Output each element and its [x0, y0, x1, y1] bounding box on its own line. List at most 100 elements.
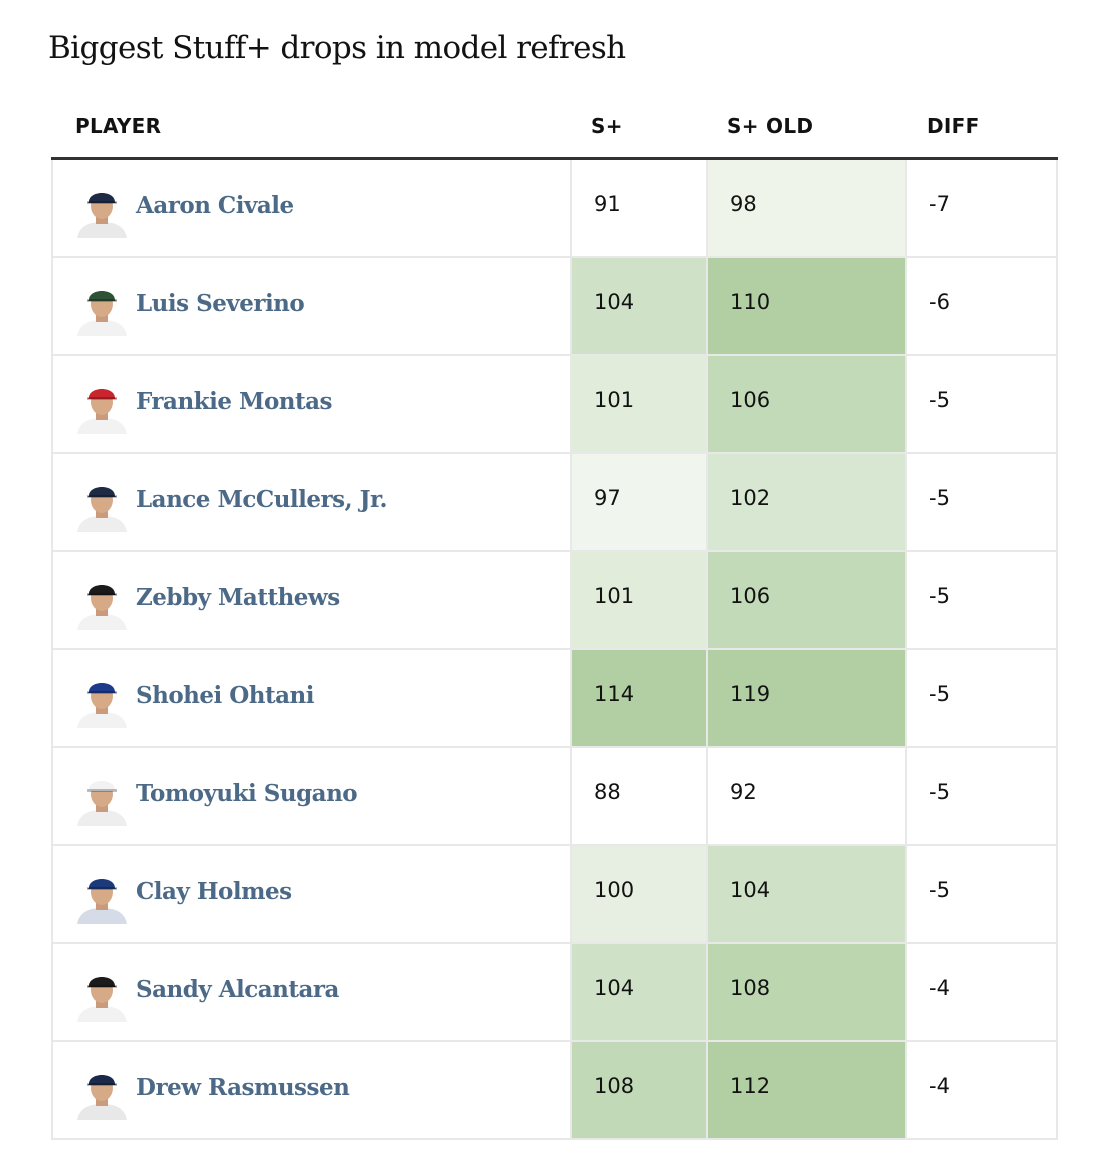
s-plus-old-cell: 108	[708, 944, 907, 1040]
player-cell: Tomoyuki Sugano	[53, 748, 572, 844]
s-plus-old-value: 110	[730, 290, 771, 314]
diff-value: -5	[929, 682, 950, 706]
s-plus-cell: 101	[572, 356, 708, 452]
diff-cell: -5	[907, 846, 1056, 942]
s-plus-old-cell: 104	[708, 846, 907, 942]
s-plus-value: 91	[594, 192, 621, 216]
s-plus-cell: 97	[572, 454, 708, 550]
player-headshot-icon	[75, 476, 129, 532]
s-plus-old-cell: 110	[708, 258, 907, 354]
s-plus-cell: 91	[572, 160, 708, 256]
diff-cell: -4	[907, 1042, 1056, 1138]
player-name-link[interactable]: Frankie Montas	[136, 388, 332, 415]
s-plus-old-value: 119	[730, 682, 771, 706]
s-plus-value: 114	[594, 682, 635, 706]
table-row: Sandy Alcantara 104 108 -4	[53, 944, 1056, 1042]
table-row: Lance McCullers, Jr. 97 102 -5	[53, 454, 1056, 552]
diff-value: -5	[929, 388, 950, 412]
table-body: Aaron Civale 91 98 -7 Luis Severino 104 110 -6 F…	[51, 160, 1058, 1140]
s-plus-old-value: 102	[730, 486, 771, 510]
s-plus-value: 104	[594, 976, 635, 1000]
s-plus-old-value: 106	[730, 388, 771, 412]
s-plus-cell: 88	[572, 748, 708, 844]
diff-value: -5	[929, 584, 950, 608]
player-headshot-icon	[75, 966, 129, 1022]
s-plus-value: 108	[594, 1074, 635, 1098]
table-row: Frankie Montas 101 106 -5	[53, 356, 1056, 454]
diff-value: -5	[929, 878, 950, 902]
player-headshot-icon	[75, 868, 129, 924]
player-headshot-icon	[75, 280, 129, 336]
s-plus-old-cell: 106	[708, 356, 907, 452]
table-row: Luis Severino 104 110 -6	[53, 258, 1056, 356]
stuff-plus-table: PLAYER S+ S+ OLD DIFF Aaron Civale 91 98 -7…	[51, 100, 1058, 1140]
s-plus-cell: 114	[572, 650, 708, 746]
player-name-link[interactable]: Tomoyuki Sugano	[136, 780, 358, 807]
s-plus-value: 101	[594, 388, 635, 412]
player-cell: Frankie Montas	[53, 356, 572, 452]
diff-cell: -4	[907, 944, 1056, 1040]
player-cell: Aaron Civale	[53, 160, 572, 256]
table-header: PLAYER S+ S+ OLD DIFF	[51, 100, 1058, 160]
s-plus-value: 101	[594, 584, 635, 608]
diff-cell: -5	[907, 748, 1056, 844]
table-row: Clay Holmes 100 104 -5	[53, 846, 1056, 944]
chart-title: Biggest Stuff+ drops in model refresh	[48, 30, 626, 66]
diff-value: -4	[929, 1074, 950, 1098]
s-plus-value: 88	[594, 780, 621, 804]
table-row: Zebby Matthews 101 106 -5	[53, 552, 1056, 650]
s-plus-old-cell: 98	[708, 160, 907, 256]
s-plus-value: 97	[594, 486, 621, 510]
player-name-link[interactable]: Zebby Matthews	[136, 584, 340, 611]
column-header-player[interactable]: PLAYER	[75, 114, 162, 138]
player-cell: Zebby Matthews	[53, 552, 572, 648]
player-name-link[interactable]: Drew Rasmussen	[136, 1074, 350, 1101]
table-row: Aaron Civale 91 98 -7	[53, 160, 1056, 258]
s-plus-value: 104	[594, 290, 635, 314]
player-cell: Shohei Ohtani	[53, 650, 572, 746]
s-plus-old-value: 108	[730, 976, 771, 1000]
player-headshot-icon	[75, 182, 129, 238]
diff-cell: -7	[907, 160, 1056, 256]
s-plus-cell: 101	[572, 552, 708, 648]
diff-cell: -6	[907, 258, 1056, 354]
column-header-s-plus-old[interactable]: S+ OLD	[727, 114, 814, 138]
diff-cell: -5	[907, 650, 1056, 746]
diff-value: -5	[929, 780, 950, 804]
player-headshot-icon	[75, 770, 129, 826]
s-plus-cell: 104	[572, 258, 708, 354]
column-header-s-plus[interactable]: S+	[591, 114, 623, 138]
player-name-link[interactable]: Sandy Alcantara	[136, 976, 339, 1003]
s-plus-value: 100	[594, 878, 635, 902]
table-row: Tomoyuki Sugano 88 92 -5	[53, 748, 1056, 846]
player-headshot-icon	[75, 672, 129, 728]
s-plus-old-value: 112	[730, 1074, 771, 1098]
s-plus-old-cell: 112	[708, 1042, 907, 1138]
s-plus-old-cell: 92	[708, 748, 907, 844]
player-cell: Drew Rasmussen	[53, 1042, 572, 1138]
s-plus-cell: 100	[572, 846, 708, 942]
player-name-link[interactable]: Lance McCullers, Jr.	[136, 486, 388, 513]
player-name-link[interactable]: Luis Severino	[136, 290, 305, 317]
player-headshot-icon	[75, 1064, 129, 1120]
diff-value: -6	[929, 290, 950, 314]
player-cell: Sandy Alcantara	[53, 944, 572, 1040]
s-plus-old-value: 106	[730, 584, 771, 608]
player-name-link[interactable]: Shohei Ohtani	[136, 682, 315, 709]
diff-cell: -5	[907, 356, 1056, 452]
s-plus-old-value: 104	[730, 878, 771, 902]
player-cell: Lance McCullers, Jr.	[53, 454, 572, 550]
diff-value: -7	[929, 192, 950, 216]
diff-value: -4	[929, 976, 950, 1000]
s-plus-old-value: 92	[730, 780, 757, 804]
s-plus-cell: 104	[572, 944, 708, 1040]
player-headshot-icon	[75, 378, 129, 434]
player-name-link[interactable]: Clay Holmes	[136, 878, 292, 905]
s-plus-old-value: 98	[730, 192, 757, 216]
diff-value: -5	[929, 486, 950, 510]
column-header-diff[interactable]: DIFF	[927, 114, 980, 138]
diff-cell: -5	[907, 454, 1056, 550]
diff-cell: -5	[907, 552, 1056, 648]
player-name-link[interactable]: Aaron Civale	[136, 192, 294, 219]
s-plus-cell: 108	[572, 1042, 708, 1138]
